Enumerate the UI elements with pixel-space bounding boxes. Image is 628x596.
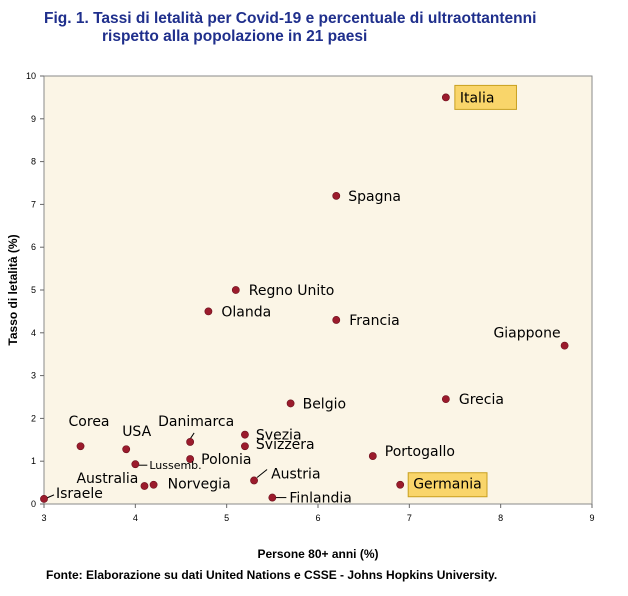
chart-marks: Italia Spagna Regno Unito Olanda Francia Giap… [40,84,569,507]
point-label: Norvegia [168,477,231,493]
y-tick-label: 1 [31,456,36,466]
point-label: Germania [413,477,482,493]
data-point [186,438,195,446]
highlight-box [454,84,517,110]
point-label: Lussemb. [149,459,201,472]
y-tick-label: 4 [31,328,36,338]
data-point [149,480,158,489]
data-point [332,191,341,200]
data-point [40,494,48,503]
x-tick-label: 8 [498,513,503,523]
point-label: Austria [271,466,320,482]
data-point [76,442,85,451]
data-point [122,445,131,454]
point-label: USA [122,424,151,440]
y-tick-label: 2 [31,413,36,423]
x-tick-label: 5 [224,513,229,523]
data-point [250,476,258,485]
point-label: Portogallo [385,444,455,460]
figure-title: Fig. 1. Tassi di letalità per Covid-19 e… [44,10,536,46]
x-axis-label: Persone 80+ anni (%) [257,547,378,561]
y-tick-label: 0 [31,499,36,509]
data-point [441,395,450,404]
x-tick-label: 7 [407,513,412,523]
point-label: Regno Unito [249,283,335,299]
data-point [441,93,450,102]
data-point [140,482,149,490]
data-point [186,455,195,463]
y-axis-label: Tasso di letalità (%) [6,234,20,345]
point-label: Olanda [221,304,271,320]
data-point [560,341,569,350]
y-tick-label: 8 [31,157,36,167]
point-label: Israele [56,486,103,502]
y-tick-label: 7 [31,199,36,209]
data-point [286,399,295,408]
point-label: Corea [69,414,110,430]
point-label: Australia [76,471,138,487]
point-label: Svezia [256,428,302,444]
point-label: Grecia [459,392,504,408]
data-point [268,493,277,502]
x-tick-label: 6 [315,513,320,523]
x-tick-label: 9 [589,513,594,523]
leader-line [189,432,195,440]
data-point [332,316,341,324]
point-label: Polonia [201,452,251,468]
point-label: Giappone [493,326,560,342]
y-tick-label: 9 [31,114,36,124]
point-label: Danimarca [158,414,234,430]
data-point [204,307,213,316]
leader-line [46,494,55,499]
point-label: Svizzera [256,437,315,453]
data-point [231,286,240,294]
point-label: Spagna [348,189,401,205]
highlight-box [407,472,488,498]
point-label: Italia [460,90,495,106]
point-label: Belgio [303,396,346,412]
source-note: Fonte: Elaborazione su dati United Natio… [46,568,498,582]
y-tick-label: 5 [31,285,36,295]
y-tick-label: 10 [26,71,36,81]
axes: 3 4 5 6 7 8 9 0 1 2 3 4 5 6 7 8 9 10 [26,71,595,523]
data-point [368,452,377,460]
data-point [241,430,249,439]
data-point [396,480,405,489]
leader-line [256,469,268,478]
figure-title-line2: rispetto alla popolazione in 21 paesi [102,28,368,45]
x-tick-label: 3 [41,513,46,523]
data-point [131,460,140,469]
y-tick-label: 6 [31,242,36,252]
point-label: Francia [349,313,399,329]
x-tick-label: 4 [133,513,138,523]
y-tick-label: 3 [31,371,36,381]
figure-title-line1: Fig. 1. Tassi di letalità per Covid-19 e… [44,10,537,27]
point-label: Finlandia [289,491,352,507]
data-point [241,442,249,451]
plot-area [43,75,593,505]
